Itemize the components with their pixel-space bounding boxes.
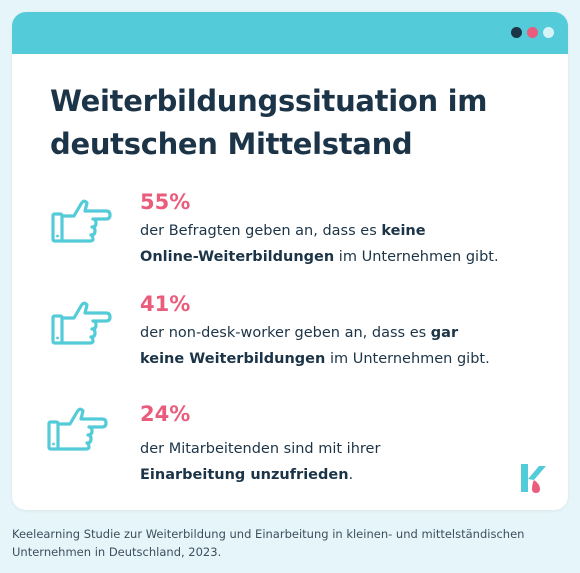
stat-percent: 55%	[140, 190, 191, 214]
title-line-2: deutschen Mittelstand	[50, 127, 413, 161]
stat-percent: 24%	[140, 402, 191, 426]
infographic-card: Weiterbildungssituation im deutschen Mit…	[12, 12, 568, 510]
title-line-1: Weiterbildungssituation im	[50, 84, 488, 118]
dot-pink	[527, 27, 538, 38]
stat-description: der non-desk-worker geben an, dass es ga…	[140, 320, 560, 372]
dot-light	[543, 27, 554, 38]
thumb-pointing-right-icon	[47, 407, 108, 451]
desc-text: der non-desk-worker geben an, dass es	[140, 325, 431, 341]
window-dots	[511, 27, 554, 38]
desc-text: im Unternehmen gibt.	[334, 249, 499, 265]
footnote-line-2: Unternehmen in Deutschland, 2023.	[12, 545, 222, 559]
desc-text: .	[348, 467, 354, 483]
desc-text: der Mitarbeitenden sind mit ihrer	[140, 441, 381, 457]
window-top-bar	[12, 12, 568, 54]
dot-dark	[511, 27, 522, 38]
footnote-line-1: Keelearning Studie zur Weiterbildung und…	[12, 527, 525, 541]
thumb-pointing-right-icon	[51, 301, 112, 345]
stat-percent: 41%	[140, 292, 191, 316]
desc-bold: Einarbeitung unzufrieden	[140, 467, 349, 483]
desc-text: der Befragten geben an, dass es	[140, 223, 382, 239]
thumb-pointing-right-icon	[51, 199, 112, 243]
desc-bold: Online-Weiterbildungen	[140, 249, 335, 265]
source-footnote: Keelearning Studie zur Weiterbildung und…	[12, 525, 572, 561]
keelearning-logo-icon	[521, 464, 546, 493]
stat-description: der Mitarbeitenden sind mit ihrer Einarb…	[140, 436, 560, 488]
desc-text: im Unternehmen gibt.	[325, 351, 490, 367]
desc-bold: keine	[381, 223, 426, 239]
desc-bold: gar	[430, 325, 459, 341]
page-title: Weiterbildungssituation im deutschen Mit…	[50, 80, 550, 166]
stat-description: der Befragten geben an, dass es keine On…	[140, 218, 560, 270]
desc-bold: keine Weiterbildungen	[140, 351, 326, 367]
